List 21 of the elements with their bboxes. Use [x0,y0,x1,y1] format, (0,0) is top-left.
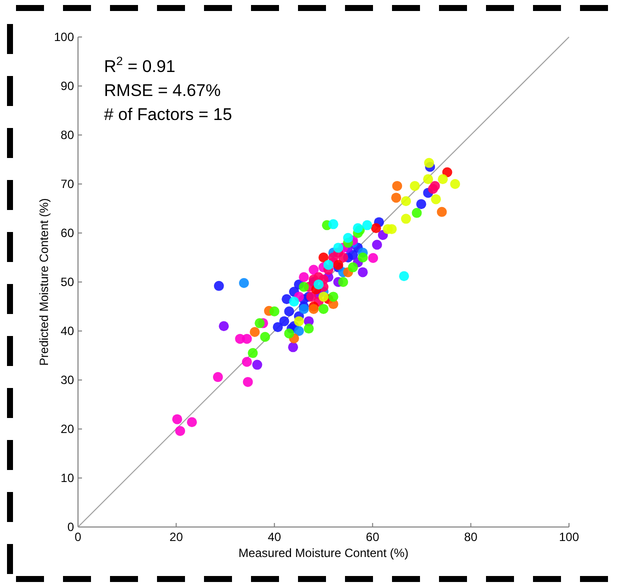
annotation: R$^{2}$ = 0.91 [104,54,176,76]
y-tick-label: 50 [60,275,74,289]
y-tick-label: 80 [60,128,74,142]
x-tick-label: 80 [464,530,478,544]
y-tick-label: 40 [60,324,74,338]
x-axis-title: Measured Moisture Content (%) [238,546,409,560]
y-axis-title: Predicted Moisture Content (%) [37,198,51,366]
x-tick-label: 60 [366,530,380,544]
y-tick-label: 0 [67,520,74,534]
x-tick-label: 40 [268,530,282,544]
annotation: # of Factors = 15 [104,105,232,124]
y-tick-label: 20 [60,422,74,436]
annotation: RMSE = 4.67% [104,81,221,100]
y-tick-label: 60 [60,226,74,240]
x-tick-label: 20 [170,530,184,544]
y-tick-label: 70 [60,177,74,191]
y-tick-label: 10 [60,471,74,485]
y-tick-label: 90 [60,79,74,93]
y-tick-label: 100 [54,30,74,44]
y-tick-label: 30 [60,373,74,387]
x-tick-label: 100 [558,530,580,544]
